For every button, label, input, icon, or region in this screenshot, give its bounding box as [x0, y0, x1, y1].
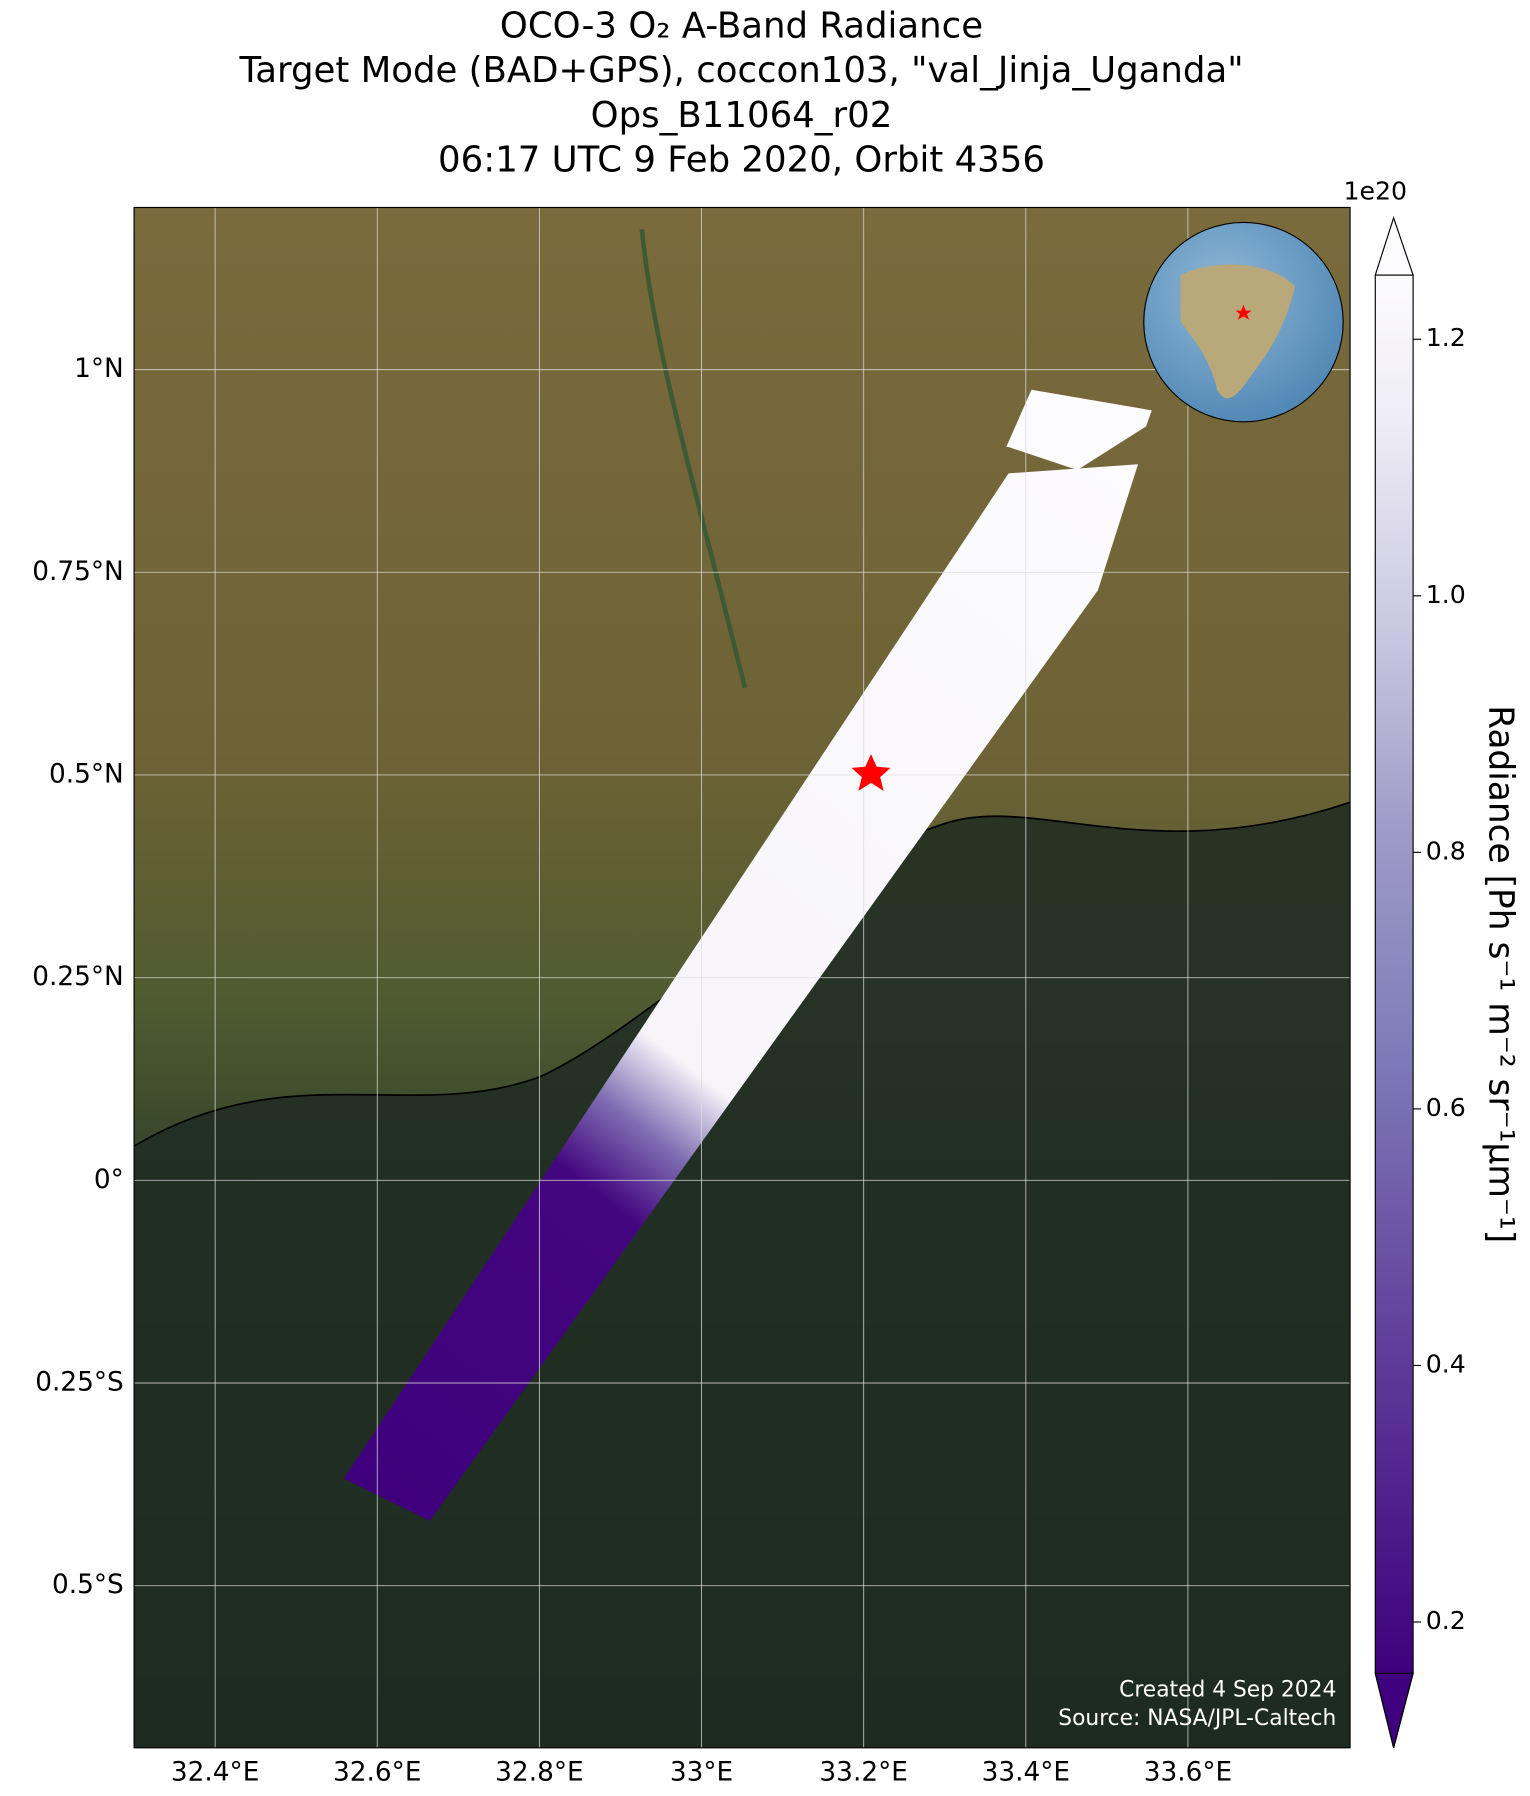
- axes: 32.4°E 32.6°E 32.8°E 33°E 33.2°E 33.4°E 33.6°E…: [32, 354, 1232, 1787]
- x-tick-label: 32.4°E: [171, 1758, 259, 1788]
- credit-text: Created 4 Sep 2024: [1119, 1678, 1336, 1703]
- swath-fragment: [1006, 389, 1152, 470]
- colorbar-tick-label: 1.0: [1426, 580, 1466, 609]
- colorbar-label: Radiance [Ph s⁻¹ m⁻² sr⁻¹µm⁻¹]: [1481, 705, 1521, 1243]
- x-tick-label: 33.2°E: [819, 1758, 907, 1788]
- colorbar-scale: 1e20: [1343, 177, 1407, 206]
- chart-title: 06:17 UTC 9 Feb 2020, Orbit 4356: [438, 140, 1045, 181]
- x-tick-label: 32.8°E: [495, 1758, 583, 1788]
- map-frame: [133, 206, 1351, 1749]
- x-tick-label: 32.6°E: [333, 1758, 421, 1788]
- credit-text: Source: NASA/JPL-Caltech: [1058, 1706, 1336, 1731]
- x-tick-label: 33.4°E: [982, 1758, 1070, 1788]
- chart-title: Target Mode (BAD+GPS), coccon103, "val_J…: [238, 50, 1243, 91]
- x-tick-label: 33.6°E: [1144, 1758, 1232, 1788]
- chart-title: OCO-3 O₂ A-Band Radiance: [500, 6, 983, 47]
- y-tick-label: 1°N: [74, 354, 124, 384]
- y-tick-label: 0°: [94, 1165, 124, 1195]
- y-tick-label: 0.25°N: [32, 962, 124, 992]
- y-tick-label: 0.5°S: [52, 1570, 124, 1600]
- colorbar-tick-label: 1.2: [1426, 323, 1466, 352]
- target-star: [851, 754, 891, 791]
- colorbar: [1374, 274, 1414, 1674]
- swath: [343, 464, 1139, 1521]
- y-tick-label: 0.75°N: [32, 557, 124, 587]
- globe-star: [1235, 304, 1252, 320]
- x-tick-label: 33°E: [670, 1758, 733, 1788]
- river: [639, 229, 748, 689]
- y-tick-label: 0.25°S: [35, 1367, 124, 1397]
- map: Created 4 Sep 2024 Source: NASA/JPL-Calte…: [134, 207, 1351, 1748]
- colorbar-extend-low: [1374, 1672, 1414, 1748]
- y-tick-label: 0.5°N: [49, 759, 124, 789]
- grid: [134, 207, 1351, 1748]
- colorbar-tick-label: 0.8: [1426, 836, 1466, 865]
- credits: Created 4 Sep 2024 Source: NASA/JPL-Calte…: [1058, 1678, 1336, 1732]
- colorbar-axis: 0.2 0.4 0.6 0.8 1.0 1.2 1e20 Radiance [Ph s⁻¹ m…: [1343, 177, 1520, 1635]
- lake: [134, 802, 1351, 1748]
- chart-title: Ops_B11064_r02: [591, 95, 893, 136]
- colorbar-tick-label: 0.4: [1426, 1349, 1466, 1378]
- colorbar-tick-label: 0.6: [1426, 1093, 1466, 1122]
- colorbar-tick-label: 0.2: [1426, 1606, 1466, 1635]
- globe-land: [1180, 264, 1296, 399]
